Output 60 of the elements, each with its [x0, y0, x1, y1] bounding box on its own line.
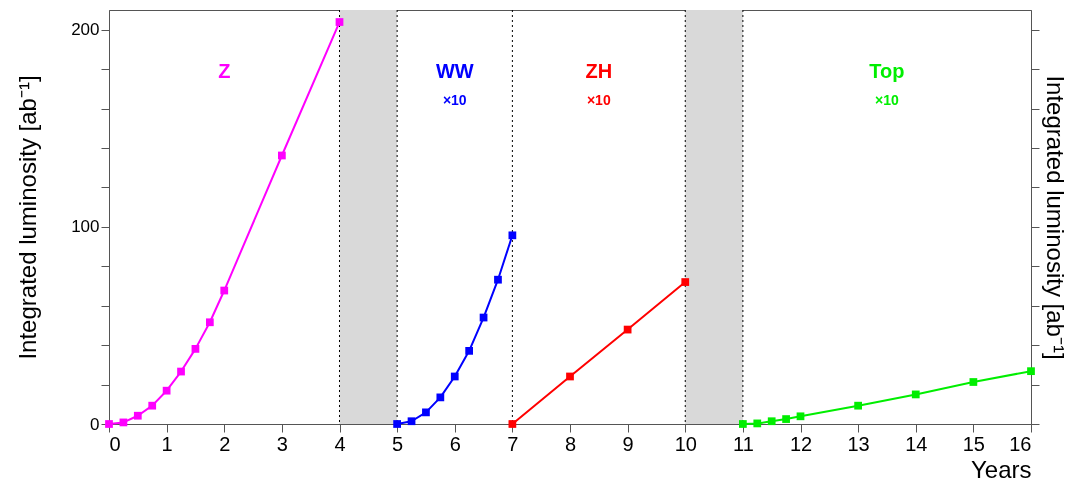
x-tick-label: 14	[905, 432, 928, 455]
x-tick-label: 3	[276, 432, 288, 455]
x-tick-label: 4	[334, 432, 346, 455]
y-tick-label: 0	[90, 414, 100, 434]
point	[162, 386, 171, 395]
x-axis-title: Years	[971, 455, 1032, 482]
x-tick-label: 10	[674, 432, 697, 455]
point	[782, 415, 790, 423]
point	[220, 286, 229, 295]
point	[767, 417, 776, 426]
x-tick-label: 7	[507, 432, 519, 455]
text: Top	[869, 60, 905, 83]
x-tick-label: 9	[622, 432, 634, 455]
point	[450, 372, 459, 381]
point	[1027, 367, 1035, 376]
text: WW	[435, 60, 474, 83]
x-tick-label: 13	[847, 432, 870, 455]
x-tick-label: 12	[789, 432, 813, 455]
annotation: ×10	[875, 92, 900, 109]
point	[393, 420, 401, 428]
point	[753, 419, 762, 428]
text: Z	[218, 60, 231, 83]
point	[177, 367, 185, 376]
x-tick-label: 1	[161, 432, 173, 455]
x-tick-label: 11	[732, 432, 754, 455]
point	[205, 318, 214, 327]
x-tick-label: 16	[1009, 432, 1032, 455]
point	[465, 346, 474, 355]
text: ZH	[585, 60, 613, 83]
point	[508, 231, 517, 240]
x-tick-label: 5	[392, 432, 404, 455]
point	[335, 18, 344, 26]
x-tick-label: 8	[564, 432, 577, 455]
point	[105, 420, 113, 428]
point	[436, 393, 445, 402]
y-tick-label: 200	[71, 20, 100, 40]
point	[969, 378, 978, 386]
x-tick-label: 15	[962, 432, 985, 455]
point	[796, 412, 805, 421]
point	[566, 372, 574, 381]
annotation: ×10	[442, 92, 467, 109]
y-tick-label: 100	[71, 217, 100, 237]
point	[681, 278, 690, 286]
point	[854, 401, 862, 410]
point	[278, 151, 286, 160]
point	[133, 411, 142, 420]
point	[911, 390, 920, 399]
x-tick-label: 6	[449, 432, 461, 455]
y-axis-title: Integrated luminosity [ab⁻¹]	[14, 75, 42, 360]
y2-axis-title: Integrated luminosity [ab⁻¹]	[1042, 75, 1067, 360]
point	[191, 345, 200, 353]
point	[739, 420, 747, 428]
point	[148, 401, 157, 410]
point	[508, 420, 517, 428]
x-tick-label: 2	[219, 432, 231, 455]
annotation: ×10	[586, 92, 611, 109]
point	[494, 275, 502, 284]
point	[422, 408, 430, 417]
point	[407, 417, 416, 426]
x-tick-label: 0	[109, 432, 121, 455]
